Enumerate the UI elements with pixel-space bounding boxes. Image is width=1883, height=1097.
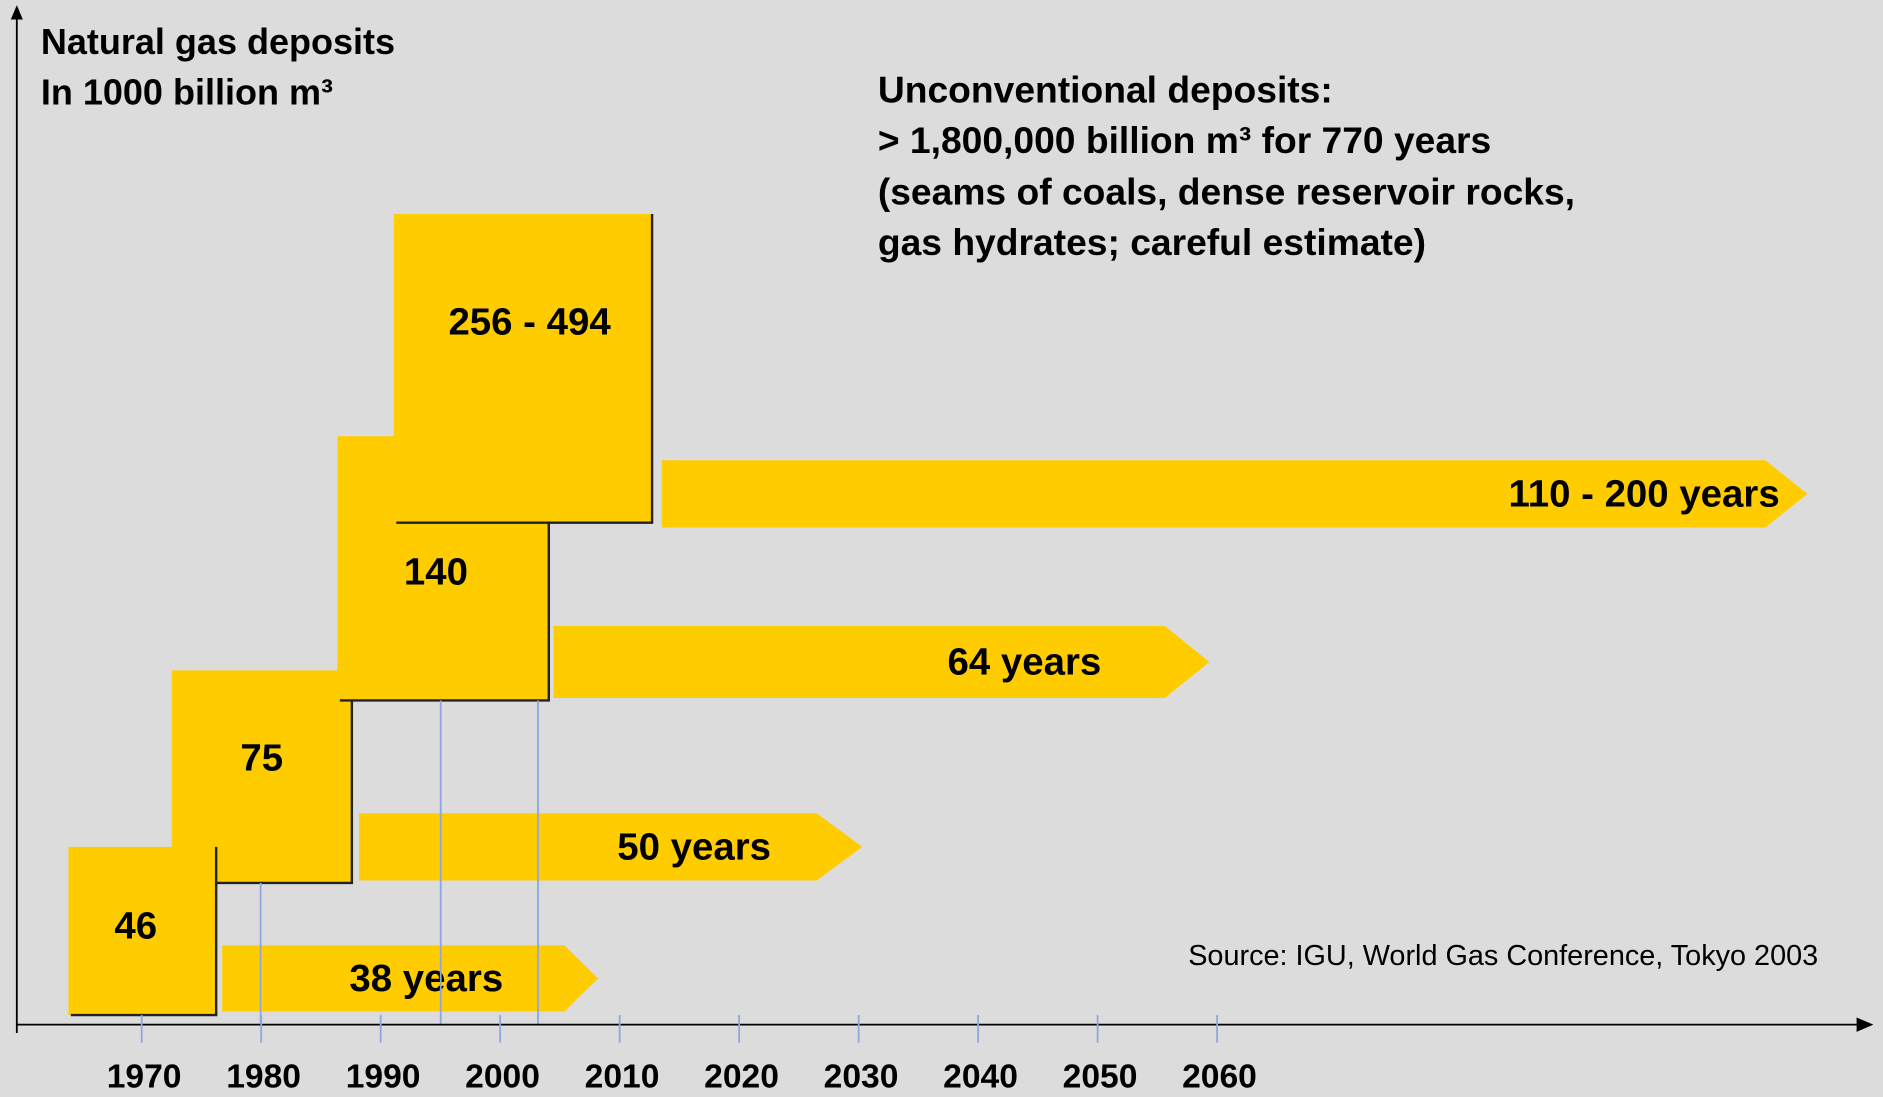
deposit-box: [68, 846, 217, 1016]
box-label: 46: [114, 905, 157, 948]
box-shadow: [339, 436, 551, 702]
x-tick-label: 2050: [1063, 1059, 1138, 1096]
box-shadow: [396, 214, 654, 524]
note: gas hydrates; careful estimate): [878, 221, 1426, 263]
box-label: 256 - 494: [448, 301, 611, 344]
x-tick-label: 2030: [824, 1059, 899, 1096]
x-tick-label: 2020: [704, 1059, 779, 1096]
x-tick-label: 2010: [585, 1059, 660, 1096]
title: In 1000 billion m³: [41, 72, 333, 113]
arrow-label: 50 years: [617, 825, 771, 868]
x-tick-label: 1980: [226, 1059, 301, 1096]
deposit-box: [393, 214, 653, 523]
box-shadow: [174, 670, 354, 885]
lifetime-arrow: [222, 945, 599, 1012]
note: > 1,800,000 billion m³ for 770 years: [878, 119, 1491, 161]
x-tick-label: 2000: [465, 1059, 540, 1096]
arrow-label: 110 - 200 years: [1508, 472, 1779, 515]
box-shadow: [70, 846, 218, 1017]
arrow-label: 38 years: [349, 957, 503, 1000]
arrow-label: 64 years: [947, 641, 1101, 684]
note: Unconventional deposits:: [878, 69, 1333, 111]
source: Source: IGU, World Gas Conference, Tokyo…: [1188, 940, 1818, 972]
title: Natural gas deposits: [41, 21, 395, 62]
lifetime-arrow: [553, 625, 1210, 699]
lifetime-arrow: [359, 813, 863, 881]
box-label: 75: [240, 737, 283, 780]
x-axis-arrow: [1856, 1017, 1874, 1032]
y-axis-arrow: [10, 5, 23, 20]
box-label: 140: [404, 550, 468, 593]
note: (seams of coals, dense reservoir rocks,: [878, 171, 1575, 213]
x-tick-label: 2040: [943, 1059, 1018, 1096]
x-tick-label: 2060: [1182, 1059, 1257, 1096]
x-tick-label: 1990: [346, 1059, 421, 1096]
marks: 75 46 140 256 - 494 38 years 50 years 64 years…: [68, 214, 1808, 1017]
lifetime-arrow: [661, 460, 1808, 528]
x-tick-label: 1970: [107, 1059, 182, 1096]
